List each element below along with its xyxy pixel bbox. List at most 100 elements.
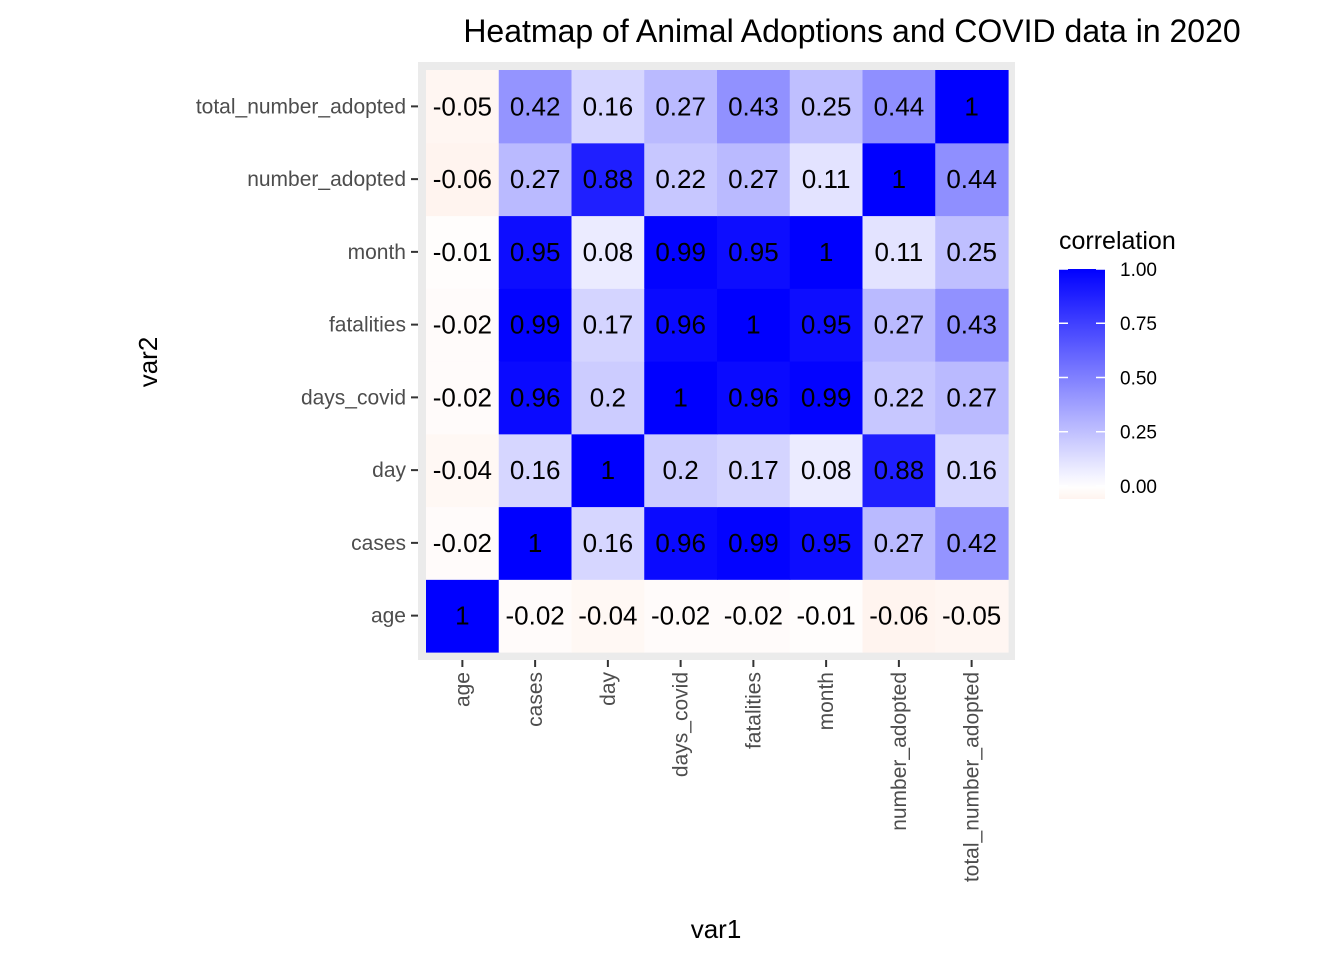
heatmap-cell-total_number_adopted-age	[935, 579, 1009, 653]
x-axis: age cases day days_covid fatalities month numb…	[451, 660, 984, 882]
cell-label-day-fatalities: 0.17	[583, 310, 634, 340]
heatmap-cell-days_covid-fatalities	[644, 288, 718, 362]
x-tick-label-cases: cases	[524, 672, 547, 727]
cell-label-total_number_adopted-number_adopted: 0.44	[946, 164, 997, 194]
cell-label-day-days_covid: 0.2	[590, 382, 626, 412]
cell-label-age-cases: -0.02	[433, 528, 492, 558]
legend-ticks: 1.00 0.75 0.50 0.25 0.00	[1059, 260, 1157, 498]
heatmap-cell-fatalities-day	[717, 433, 791, 508]
cell-label-total_number_adopted-total_number_adopted: 1	[964, 91, 978, 121]
cell-label-month-number_adopted: 0.11	[802, 164, 851, 194]
heatmap-cell-fatalities-cases	[717, 506, 791, 580]
heatmap-cell-days_covid-month	[644, 215, 718, 289]
heatmap-cell-total_number_adopted-cases	[935, 506, 1009, 580]
cell-label-days_covid-number_adopted: 0.22	[655, 164, 706, 194]
heatmap-cell-age-fatalities	[426, 288, 500, 362]
heatmap-cell-day-day	[571, 433, 645, 508]
x-tick-label-fatalities: fatalities	[742, 672, 765, 749]
heatmap-cell-total_number_adopted-number_adopted	[935, 142, 1009, 217]
legend-tick-label-1: 0.75	[1120, 314, 1157, 335]
heatmap-cell-age-day	[426, 433, 500, 508]
cell-label-days_covid-total_number_adopted: 0.27	[655, 91, 706, 121]
cell-label-number_adopted-number_adopted: 1	[892, 164, 906, 194]
x-tick-label-total_number_adopted: total_number_adopted	[961, 672, 984, 882]
heatmap-cell-cases-age	[498, 579, 573, 653]
heatmap-cell-total_number_adopted-month	[935, 215, 1009, 289]
heatmap-cell-month-day	[789, 433, 864, 508]
cell-label-cases-days_covid: 0.96	[510, 382, 561, 412]
cell-label-number_adopted-month: 0.11	[875, 237, 924, 267]
cell-label-days_covid-fatalities: 0.96	[655, 310, 706, 340]
cell-label-days_covid-days_covid: 1	[673, 382, 687, 412]
cell-label-month-days_covid: 0.99	[801, 382, 852, 412]
y-tick-label-month: month	[348, 241, 406, 264]
heatmap-cell-fatalities-fatalities	[717, 288, 791, 362]
color-legend: correlation 1.00 0.75 0.50 0.25 0.00	[1059, 227, 1176, 499]
cell-label-fatalities-cases: 0.99	[728, 528, 779, 558]
heatmap-cell-number_adopted-number_adopted	[862, 142, 936, 217]
y-tick-label-day: day	[372, 459, 406, 482]
heatmap-cell-number_adopted-cases	[862, 506, 936, 580]
cell-label-age-total_number_adopted: -0.05	[433, 91, 492, 121]
cell-label-day-month: 0.08	[583, 237, 634, 267]
cell-label-cases-month: 0.95	[510, 237, 561, 267]
heatmap-cell-cases-month	[498, 215, 573, 289]
heatmap-cell-age-age	[426, 579, 500, 653]
cell-label-cases-total_number_adopted: 0.42	[510, 91, 561, 121]
cell-label-number_adopted-days_covid: 0.22	[874, 382, 925, 412]
heatmap-cell-month-total_number_adopted	[789, 70, 864, 144]
heatmap-cell-month-days_covid	[789, 361, 864, 435]
cell-label-month-fatalities: 0.95	[801, 310, 852, 340]
heatmap-cell-age-number_adopted	[426, 142, 500, 217]
cell-label-month-total_number_adopted: 0.25	[801, 91, 852, 121]
cell-label-day-day: 1	[601, 455, 615, 485]
cell-label-days_covid-age: -0.02	[651, 601, 710, 631]
heatmap-cell-day-days_covid	[571, 361, 645, 435]
x-tick-label-days_covid: days_covid	[670, 672, 693, 777]
cell-label-month-age: -0.01	[796, 601, 855, 631]
heatmap-cell-cases-cases	[498, 506, 573, 580]
heatmap-cell-age-month	[426, 215, 500, 289]
x-tick-label-day: day	[597, 672, 620, 706]
cell-label-fatalities-total_number_adopted: 0.43	[728, 91, 779, 121]
cell-label-age-age: 1	[455, 601, 469, 631]
cell-label-number_adopted-age: -0.06	[869, 601, 928, 631]
cell-label-cases-day: 0.16	[510, 455, 561, 485]
cell-label-days_covid-month: 0.99	[655, 237, 706, 267]
cell-label-cases-cases: 1	[528, 528, 542, 558]
heatmap-cell-age-total_number_adopted	[426, 70, 500, 144]
cell-label-age-days_covid: -0.02	[433, 382, 492, 412]
cell-label-number_adopted-fatalities: 0.27	[874, 310, 925, 340]
heatmap-cell-number_adopted-total_number_adopted	[862, 70, 936, 144]
cell-label-month-month: 1	[819, 237, 833, 267]
cell-label-total_number_adopted-day: 0.16	[946, 455, 997, 485]
cell-label-age-number_adopted: -0.06	[433, 164, 492, 194]
cell-label-age-fatalities: -0.02	[433, 310, 492, 340]
heatmap-cell-labels: 1 -0.02 -0.04 -0.02 -0.02 -0.01 -0.06 -0.05 -0.0…	[433, 91, 1002, 630]
heatmap-cell-cases-number_adopted	[498, 142, 573, 217]
heatmap-cell-days_covid-age	[644, 579, 718, 653]
cell-label-fatalities-days_covid: 0.96	[728, 382, 779, 412]
heatmap-cell-month-month	[789, 215, 864, 289]
heatmap-cell-fatalities-month	[717, 215, 791, 289]
cell-label-fatalities-number_adopted: 0.27	[728, 164, 779, 194]
legend-tick-label-3: 0.25	[1120, 423, 1157, 444]
heatmap-cell-fatalities-days_covid	[717, 361, 791, 435]
cell-label-age-day: -0.04	[433, 455, 492, 485]
cell-label-day-total_number_adopted: 0.16	[583, 91, 634, 121]
heatmap-cell-cases-days_covid	[498, 361, 573, 435]
heatmap-cell-month-number_adopted	[789, 142, 864, 217]
heatmap-cell-number_adopted-days_covid	[862, 361, 936, 435]
cell-label-total_number_adopted-days_covid: 0.27	[946, 382, 997, 412]
y-tick-label-cases: cases	[351, 532, 406, 555]
y-tick-label-number_adopted: number_adopted	[247, 168, 406, 191]
heatmap-cell-cases-total_number_adopted	[498, 70, 573, 144]
cell-label-number_adopted-cases: 0.27	[874, 528, 925, 558]
chart-title: Heatmap of Animal Adoptions and COVID da…	[463, 13, 1240, 49]
cell-label-fatalities-fatalities: 1	[746, 310, 760, 340]
cell-label-days_covid-day: 0.2	[663, 455, 699, 485]
heatmap-cell-days_covid-day	[644, 433, 718, 508]
heatmap-cell-days_covid-days_covid	[644, 361, 718, 435]
heatmap-cell-days_covid-number_adopted	[644, 142, 718, 217]
